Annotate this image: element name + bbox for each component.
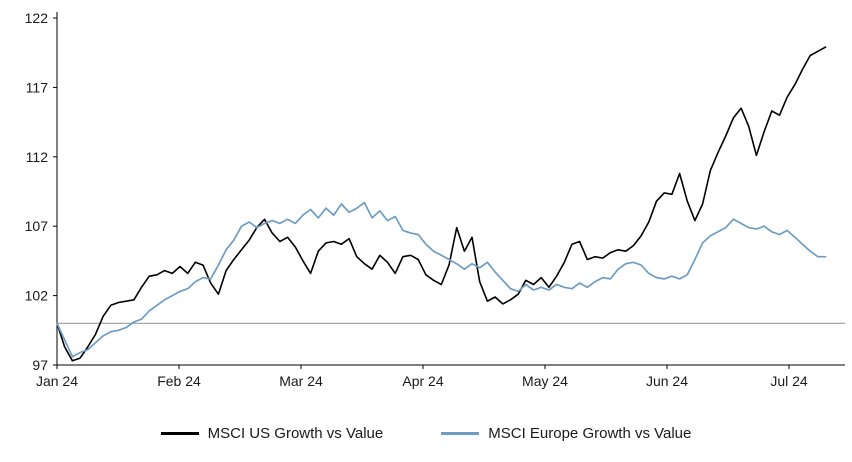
axes — [53, 12, 845, 369]
y-tick-label: 107 — [25, 218, 49, 234]
x-tick-label: Feb 24 — [157, 373, 201, 389]
legend-item-msci-europe: MSCI Europe Growth vs Value — [441, 425, 691, 442]
tick-labels: 97 102 107 112 117 122 Jan 24 Feb 24 Mar 24 Apr 2… — [25, 10, 808, 389]
y-tick-label: 117 — [26, 79, 49, 95]
y-tick-label: 97 — [32, 357, 48, 373]
legend-item-msci-us: MSCI US Growth vs Value — [160, 425, 384, 442]
series-line-msci-us — [56, 46, 827, 362]
y-tick-label: 112 — [26, 149, 49, 165]
y-tick-label: 102 — [25, 288, 49, 304]
legend-label-europe: MSCI Europe Growth vs Value — [488, 425, 692, 442]
plot-area: 97 102 107 112 117 122 Jan 24 Feb 24 Mar 24 Apr 2… — [25, 10, 845, 389]
x-tick-label: Jul 24 — [770, 373, 808, 389]
x-tick-label: Mar 24 — [279, 373, 323, 389]
x-tick-label: Apr 24 — [402, 373, 443, 389]
legend-line-swatch-us — [160, 432, 199, 435]
series-line-msci-europe — [56, 201, 827, 358]
chart-legend: MSCI US Growth vs Value MSCI Europe Grow… — [0, 405, 852, 462]
x-tick-label: May 24 — [522, 373, 568, 389]
y-tick-label: 122 — [25, 10, 49, 26]
x-tick-label: Jun 24 — [646, 373, 688, 389]
legend-label-us: MSCI US Growth vs Value — [207, 425, 384, 442]
legend-line-swatch-europe — [441, 432, 480, 435]
x-tick-label: Jan 24 — [36, 373, 78, 389]
